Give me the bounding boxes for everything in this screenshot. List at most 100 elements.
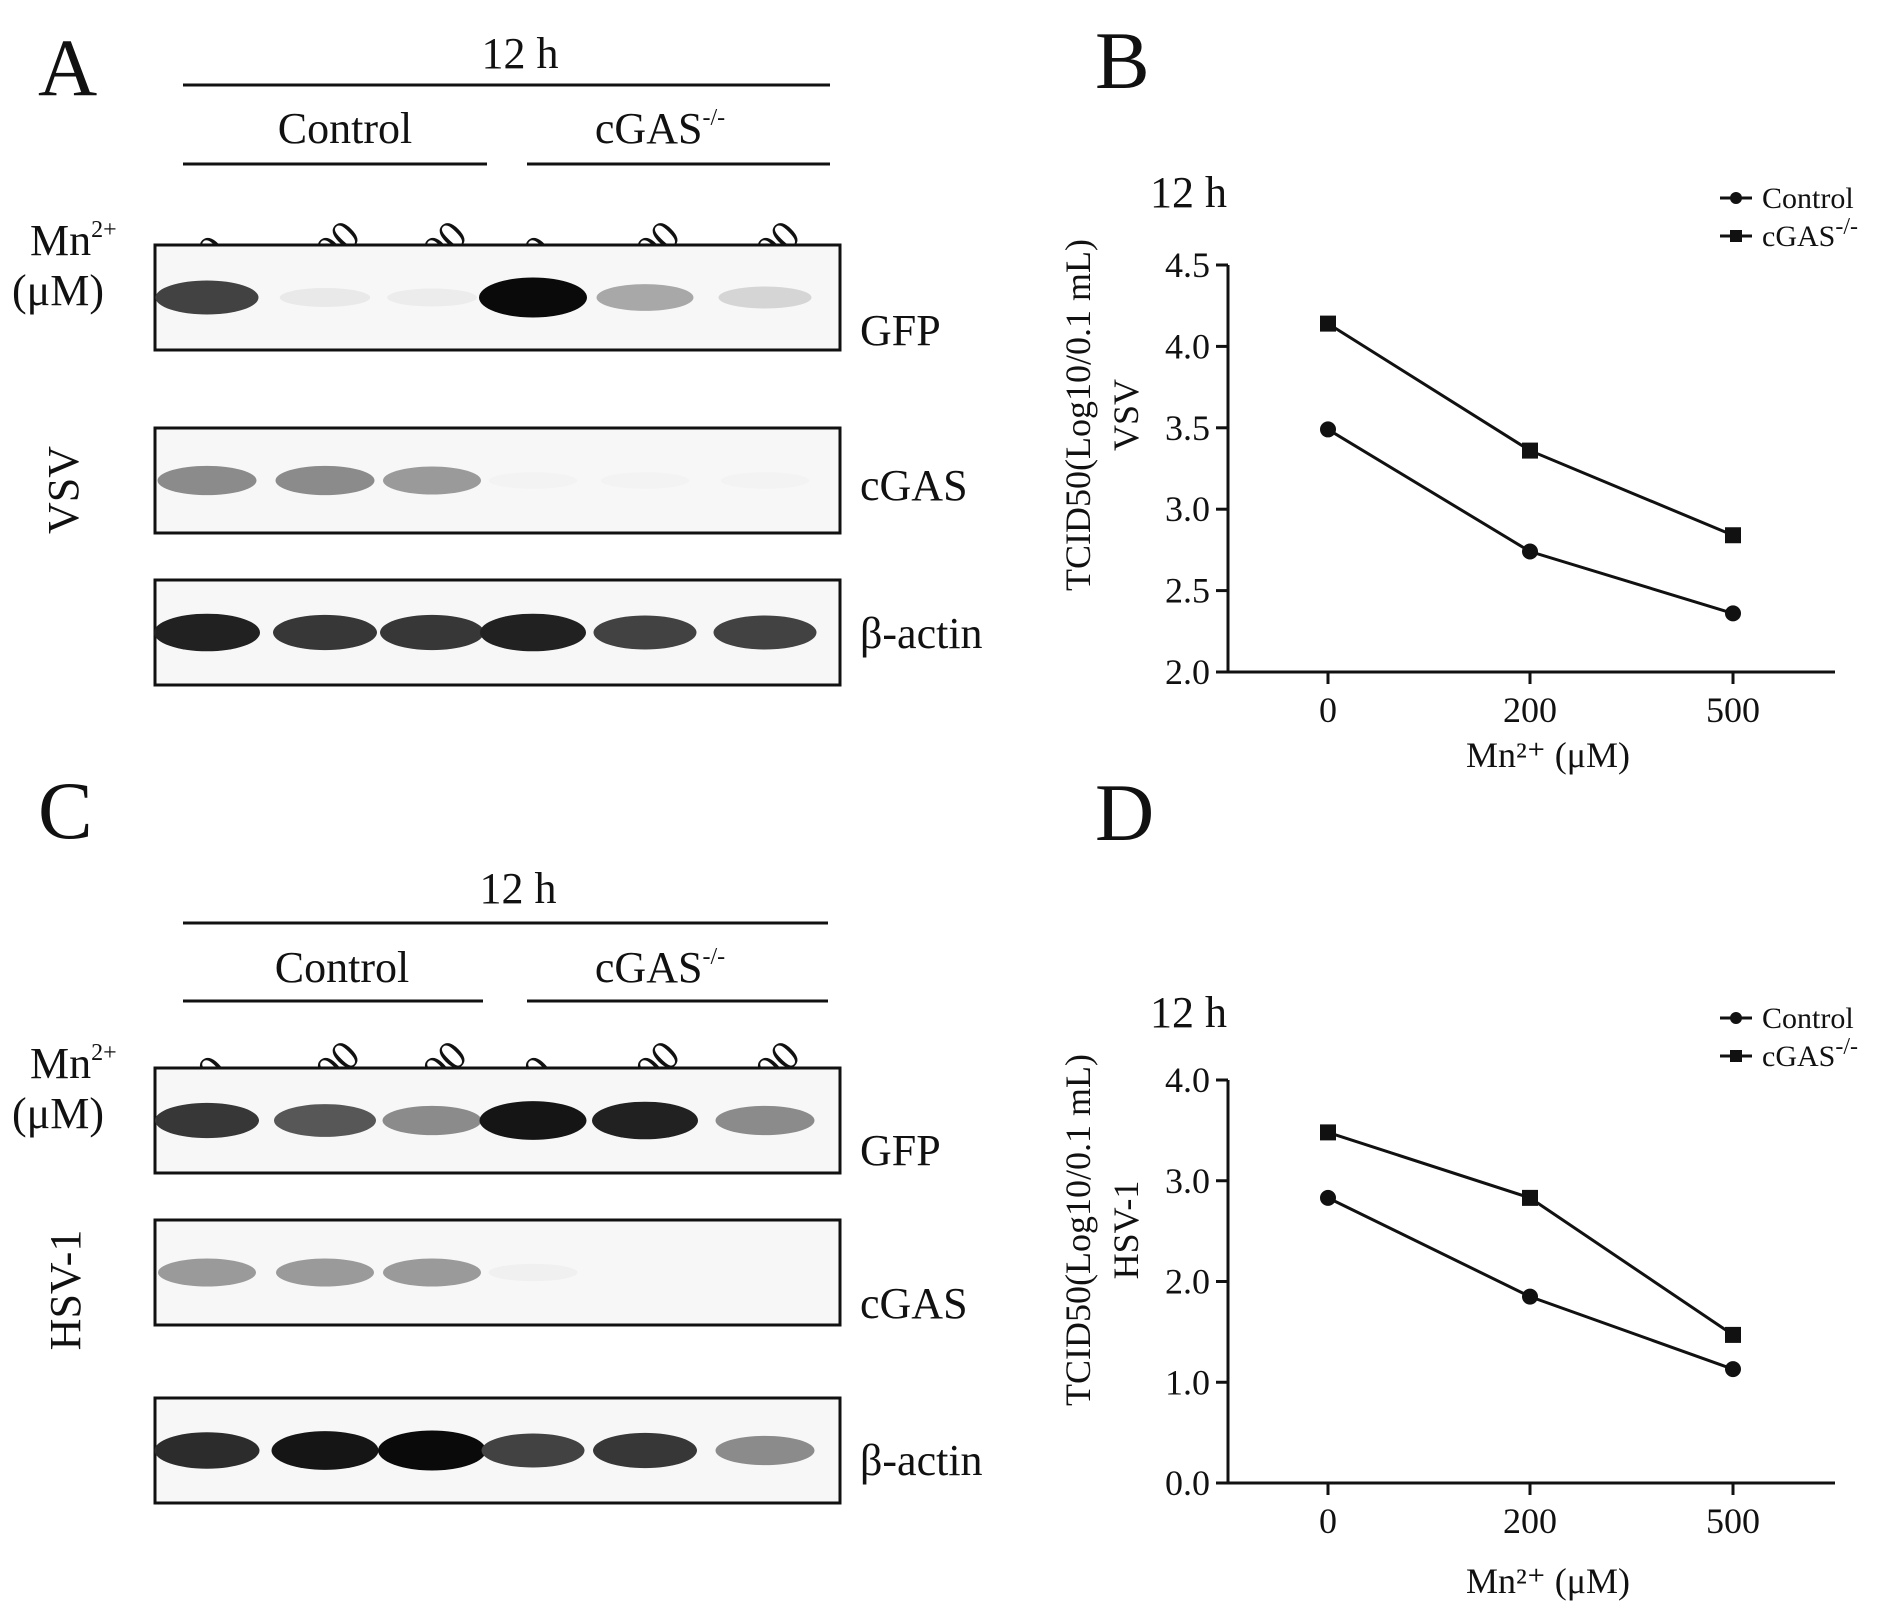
chart-markers — [1320, 1124, 1741, 1378]
y-tick-label: 3.0 — [1165, 1161, 1210, 1201]
point-control — [1522, 1288, 1538, 1305]
blot-band — [157, 465, 257, 496]
treatment-base: Mn — [30, 216, 91, 265]
blot-band — [276, 1258, 374, 1287]
treatment-label: Mn2+ — [30, 1039, 117, 1088]
treatment-unit: (μM) — [12, 266, 104, 315]
blot-time-label: 12 h — [480, 864, 557, 913]
panel-letter-c: C — [38, 765, 93, 856]
blot-band — [273, 614, 377, 651]
blot-band — [158, 1258, 256, 1287]
chart-ylabel-titer: TCID50(Log10/0.1 mL) — [1058, 1054, 1098, 1406]
line-chart-hsv1: 12 h HSV-1 TCID50(Log10/0.1 mL) Mn²⁺ (μM… — [1058, 988, 1858, 1601]
virus-label-vsv: VSV — [39, 446, 88, 534]
y-tick-label: 4.0 — [1165, 326, 1210, 366]
western-blot-vsv: 12 h Control cGAS-/- Mn2+ (μM) VSV 01002… — [12, 29, 983, 687]
group-label-control: Control — [278, 104, 412, 153]
x-tick-label: 0 — [1319, 1501, 1337, 1541]
blot-band — [593, 1432, 697, 1469]
point-cgas — [1522, 1189, 1538, 1206]
blot-band — [155, 280, 259, 315]
point-control — [1725, 1361, 1741, 1378]
blot-band — [600, 472, 690, 489]
line-chart-vsv: 12 h VSV TCID50(Log10/0.1 mL) Mn²⁺ (μM) … — [1058, 168, 1858, 775]
point-cgas — [1522, 442, 1538, 459]
x-tick-label: 200 — [1503, 1501, 1557, 1541]
x-tick-label: 0 — [1319, 690, 1337, 730]
x-tick-label: 500 — [1706, 690, 1760, 730]
point-cgas — [1725, 1326, 1741, 1343]
blot-band — [154, 1432, 260, 1469]
y-tick-label: 0.0 — [1165, 1463, 1210, 1503]
blot-band — [383, 466, 481, 495]
chart-title: 12 h — [1150, 168, 1227, 217]
blot-strip-cgas — [153, 426, 842, 535]
chart-xlabel: Mn²⁺ (μM) — [1466, 735, 1630, 775]
group-label-cgas: cGAS-/- — [595, 104, 725, 153]
blot-band — [592, 1101, 698, 1140]
blot-band — [378, 1430, 486, 1471]
blot-band — [715, 1105, 815, 1136]
panel-letter-a: A — [38, 22, 97, 113]
x-tick-label: 200 — [1503, 690, 1557, 730]
blot-band — [596, 284, 694, 311]
point-cgas — [1320, 315, 1336, 332]
group-cgas-text: cGAS — [595, 943, 703, 992]
group-label-cgas: cGAS-/- — [595, 943, 725, 992]
chart-ylabel-titer: TCID50(Log10/0.1 mL) — [1058, 239, 1098, 591]
chart-axes: 2.0 2.5 3.0 3.5 4.0 4.5 0 200 500 — [1165, 245, 1835, 730]
protein-label: GFP — [860, 306, 941, 355]
blot-band — [593, 615, 697, 650]
legend-label: cGAS-/- — [1762, 1034, 1858, 1073]
point-cgas — [1320, 1124, 1336, 1141]
chart-title: 12 h — [1150, 988, 1227, 1037]
group-cgas-text: cGAS — [595, 104, 703, 153]
protein-label: cGAS — [860, 1279, 968, 1328]
blot-band — [718, 286, 812, 309]
chart-series-lines — [1327, 1130, 1734, 1371]
panel-letter-b: B — [1095, 15, 1150, 106]
y-tick-label: 1.0 — [1165, 1362, 1210, 1402]
y-tick-label: 3.0 — [1165, 489, 1210, 529]
virus-label-hsv1: HSV-1 — [41, 1230, 90, 1351]
protein-label: β-actin — [860, 1436, 983, 1485]
legend-marker-circle — [1730, 192, 1742, 204]
point-control — [1522, 543, 1538, 560]
point-cgas — [1725, 527, 1741, 544]
point-control — [1320, 421, 1336, 438]
blot-band — [481, 1433, 585, 1468]
panel-letter-d: D — [1095, 767, 1154, 858]
y-tick-label: 2.0 — [1165, 652, 1210, 692]
legend-marker-circle — [1730, 1012, 1742, 1024]
blot-band — [480, 613, 586, 652]
legend-label: Control — [1762, 1002, 1854, 1035]
y-tick-label: 3.5 — [1165, 408, 1210, 448]
chart-markers — [1320, 315, 1741, 622]
chart-ylabel-virus: HSV-1 — [1106, 1181, 1146, 1280]
protein-label: β-actin — [860, 609, 983, 658]
blot-strips: GFP cGAS β-actin — [153, 243, 983, 687]
treatment-superscript: 2+ — [91, 1040, 117, 1066]
x-tick-label: 500 — [1706, 1501, 1760, 1541]
blot-band — [380, 614, 484, 651]
treatment-base: Mn — [30, 1039, 91, 1088]
protein-label: cGAS — [860, 461, 968, 510]
blot-band — [713, 615, 817, 650]
treatment-unit: (μM) — [12, 1089, 104, 1138]
blot-band — [271, 1431, 379, 1470]
blot-band — [479, 1101, 587, 1140]
group-cgas-superscript: -/- — [702, 944, 725, 970]
protein-label: GFP — [860, 1126, 941, 1175]
western-blot-hsv1: 12 h Control cGAS-/- Mn2+ (μM) HSV-1 010… — [12, 864, 983, 1505]
blot-band — [275, 465, 375, 496]
blot-band — [720, 472, 810, 489]
blot-band — [279, 288, 371, 307]
series-line-control — [1327, 1196, 1734, 1371]
blot-band — [155, 1102, 259, 1139]
blot-band — [383, 1258, 481, 1287]
series-line-cgas — [1327, 322, 1734, 537]
group-label-control: Control — [275, 943, 409, 992]
y-tick-label: 4.5 — [1165, 245, 1210, 285]
